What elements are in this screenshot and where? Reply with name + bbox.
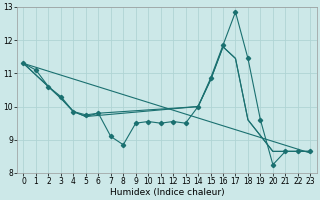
X-axis label: Humidex (Indice chaleur): Humidex (Indice chaleur) [109,188,224,197]
